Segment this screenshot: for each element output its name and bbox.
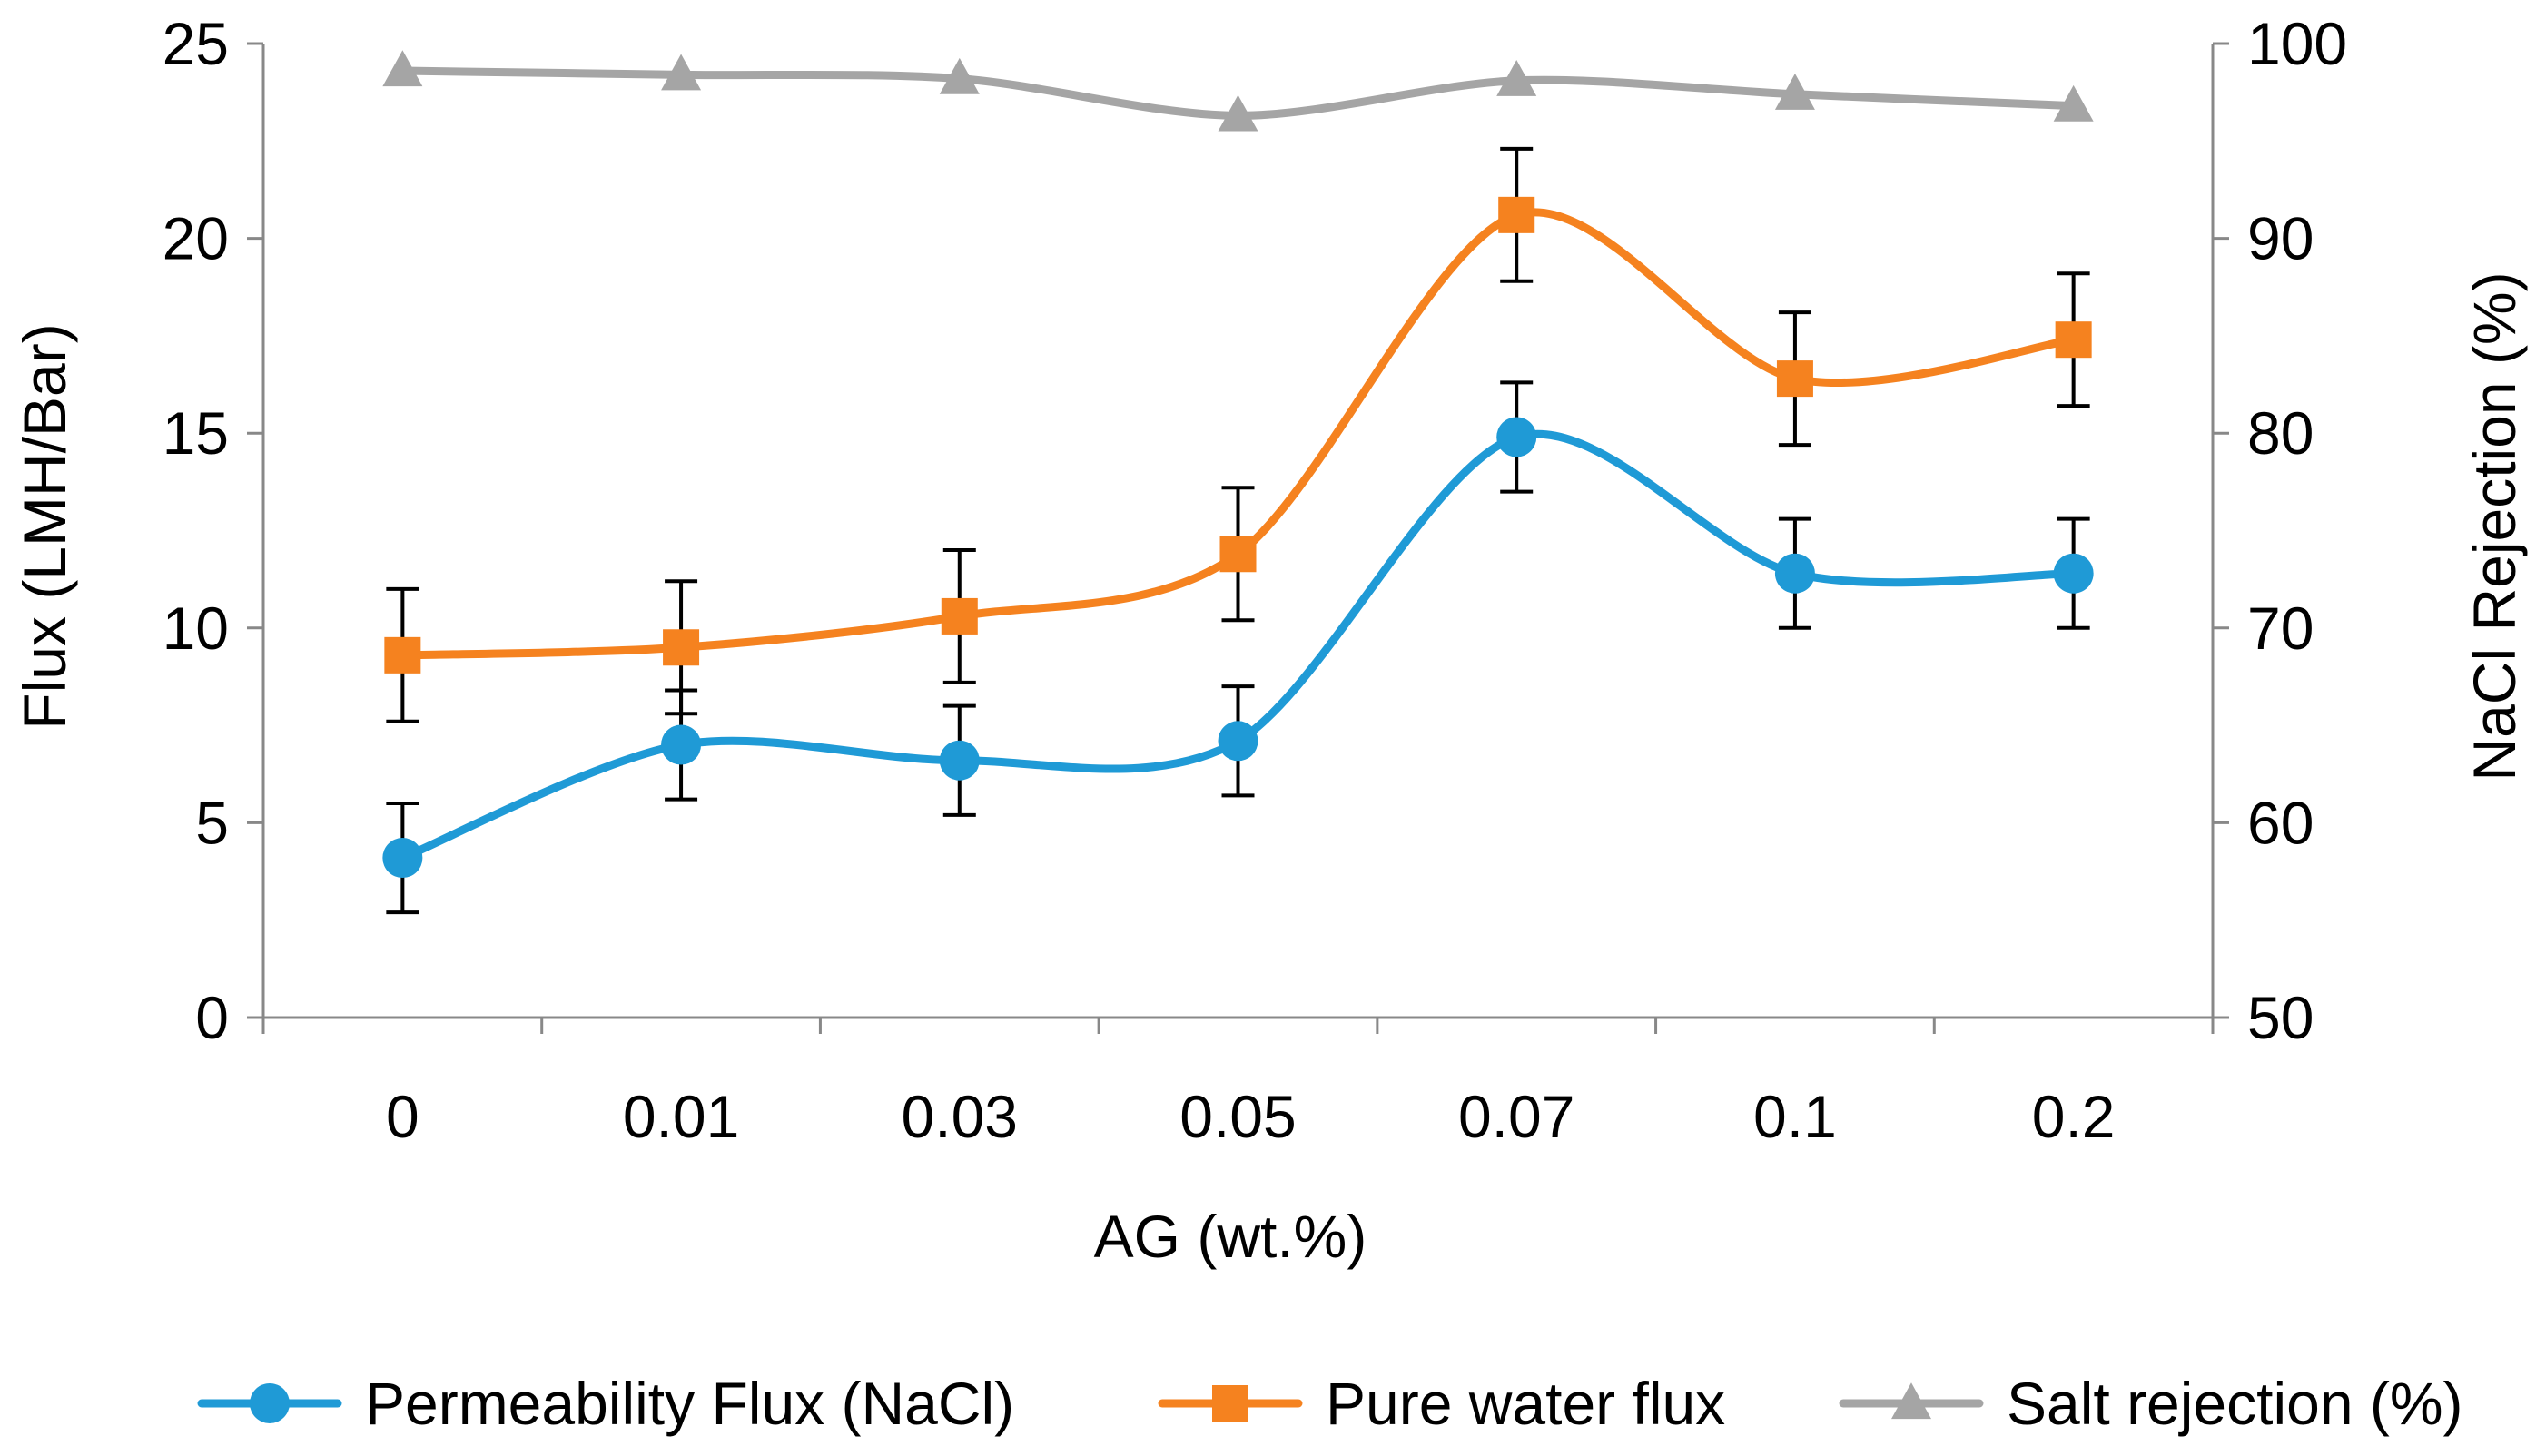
data-point-pure-water-flux [2055, 321, 2092, 359]
y-tick-label: 20 [163, 205, 229, 272]
legend-label-permeability-flux: Permeability Flux (NaCl) [365, 1370, 1014, 1437]
y-tick-label: 0 [195, 984, 229, 1051]
x-tick-label: 0.01 [623, 1083, 739, 1150]
x-tick-label: 0.2 [2032, 1083, 2116, 1150]
y2-tick-label: 90 [2247, 205, 2314, 272]
y-tick-label: 25 [163, 10, 229, 77]
series-permeability-flux [382, 380, 2094, 915]
y2-tick-label: 80 [2247, 399, 2314, 467]
legend-item-pure-water-flux: Pure water flux [1158, 1370, 1725, 1437]
y2-tick-label: 70 [2247, 595, 2314, 662]
legend-item-salt-rejection: Salt rejection (%) [1839, 1370, 2463, 1437]
axes: 0 5 10 15 20 25 50 60 70 80 90 100 0 0.01 0.03 0.05 0.07… [163, 10, 2348, 1150]
y-tick-label: 15 [163, 399, 229, 467]
y-tick-label: 10 [163, 595, 229, 662]
data-point-salt-rejection [1774, 73, 1815, 110]
data-point-permeability-flux [1218, 721, 1258, 762]
legend: Permeability Flux (NaCl) Pure water flux S… [197, 1370, 2463, 1437]
x-tick-label: 0.07 [1458, 1083, 1574, 1150]
data-point-salt-rejection [1496, 59, 1537, 96]
data-point-pure-water-flux [1219, 536, 1257, 573]
data-point-permeability-flux [382, 838, 423, 879]
data-point-salt-rejection [382, 50, 423, 87]
plot-area [382, 50, 2094, 915]
data-point-permeability-flux [1496, 417, 1537, 457]
data-point-pure-water-flux [1498, 196, 1535, 233]
x-tick-label: 0 [386, 1083, 419, 1150]
y2-axis-title: NaCl Rejection (%) [2461, 271, 2528, 781]
y-tick-label: 5 [195, 789, 229, 856]
y2-tick-label: 50 [2247, 984, 2314, 1051]
x-tick-label: 0.03 [902, 1083, 1018, 1150]
series-salt-rejection [382, 50, 2094, 132]
legend-marker-permeability-flux [250, 1383, 290, 1423]
legend-label-pure-water-flux: Pure water flux [1326, 1370, 1725, 1437]
y2-tick-label: 100 [2247, 10, 2347, 77]
data-point-pure-water-flux [384, 636, 421, 674]
legend-marker-pure-water-flux [1212, 1385, 1248, 1422]
data-point-salt-rejection [1218, 94, 1258, 132]
data-point-salt-rejection [2053, 84, 2094, 122]
data-point-permeability-flux [661, 724, 702, 765]
data-point-pure-water-flux [1776, 360, 1813, 398]
legend-marker-salt-rejection [1891, 1382, 1931, 1420]
series-pure-water-flux [384, 146, 2092, 723]
data-point-permeability-flux [939, 740, 980, 781]
data-point-pure-water-flux [663, 629, 700, 666]
y2-tick-label: 60 [2247, 789, 2314, 856]
data-point-salt-rejection [939, 57, 980, 94]
data-point-permeability-flux [2053, 553, 2094, 594]
data-point-salt-rejection [661, 54, 702, 91]
legend-item-permeability-flux: Permeability Flux (NaCl) [197, 1370, 1014, 1437]
x-tick-label: 0.05 [1179, 1083, 1296, 1150]
data-point-permeability-flux [1774, 553, 1815, 594]
x-tick-label: 0.1 [1753, 1083, 1837, 1150]
x-axis-title: AG (wt.%) [1094, 1203, 1367, 1270]
y-axis-title: Flux (LMH/Bar) [11, 323, 78, 729]
legend-label-salt-rejection: Salt rejection (%) [2007, 1370, 2463, 1437]
data-point-pure-water-flux [941, 597, 978, 635]
